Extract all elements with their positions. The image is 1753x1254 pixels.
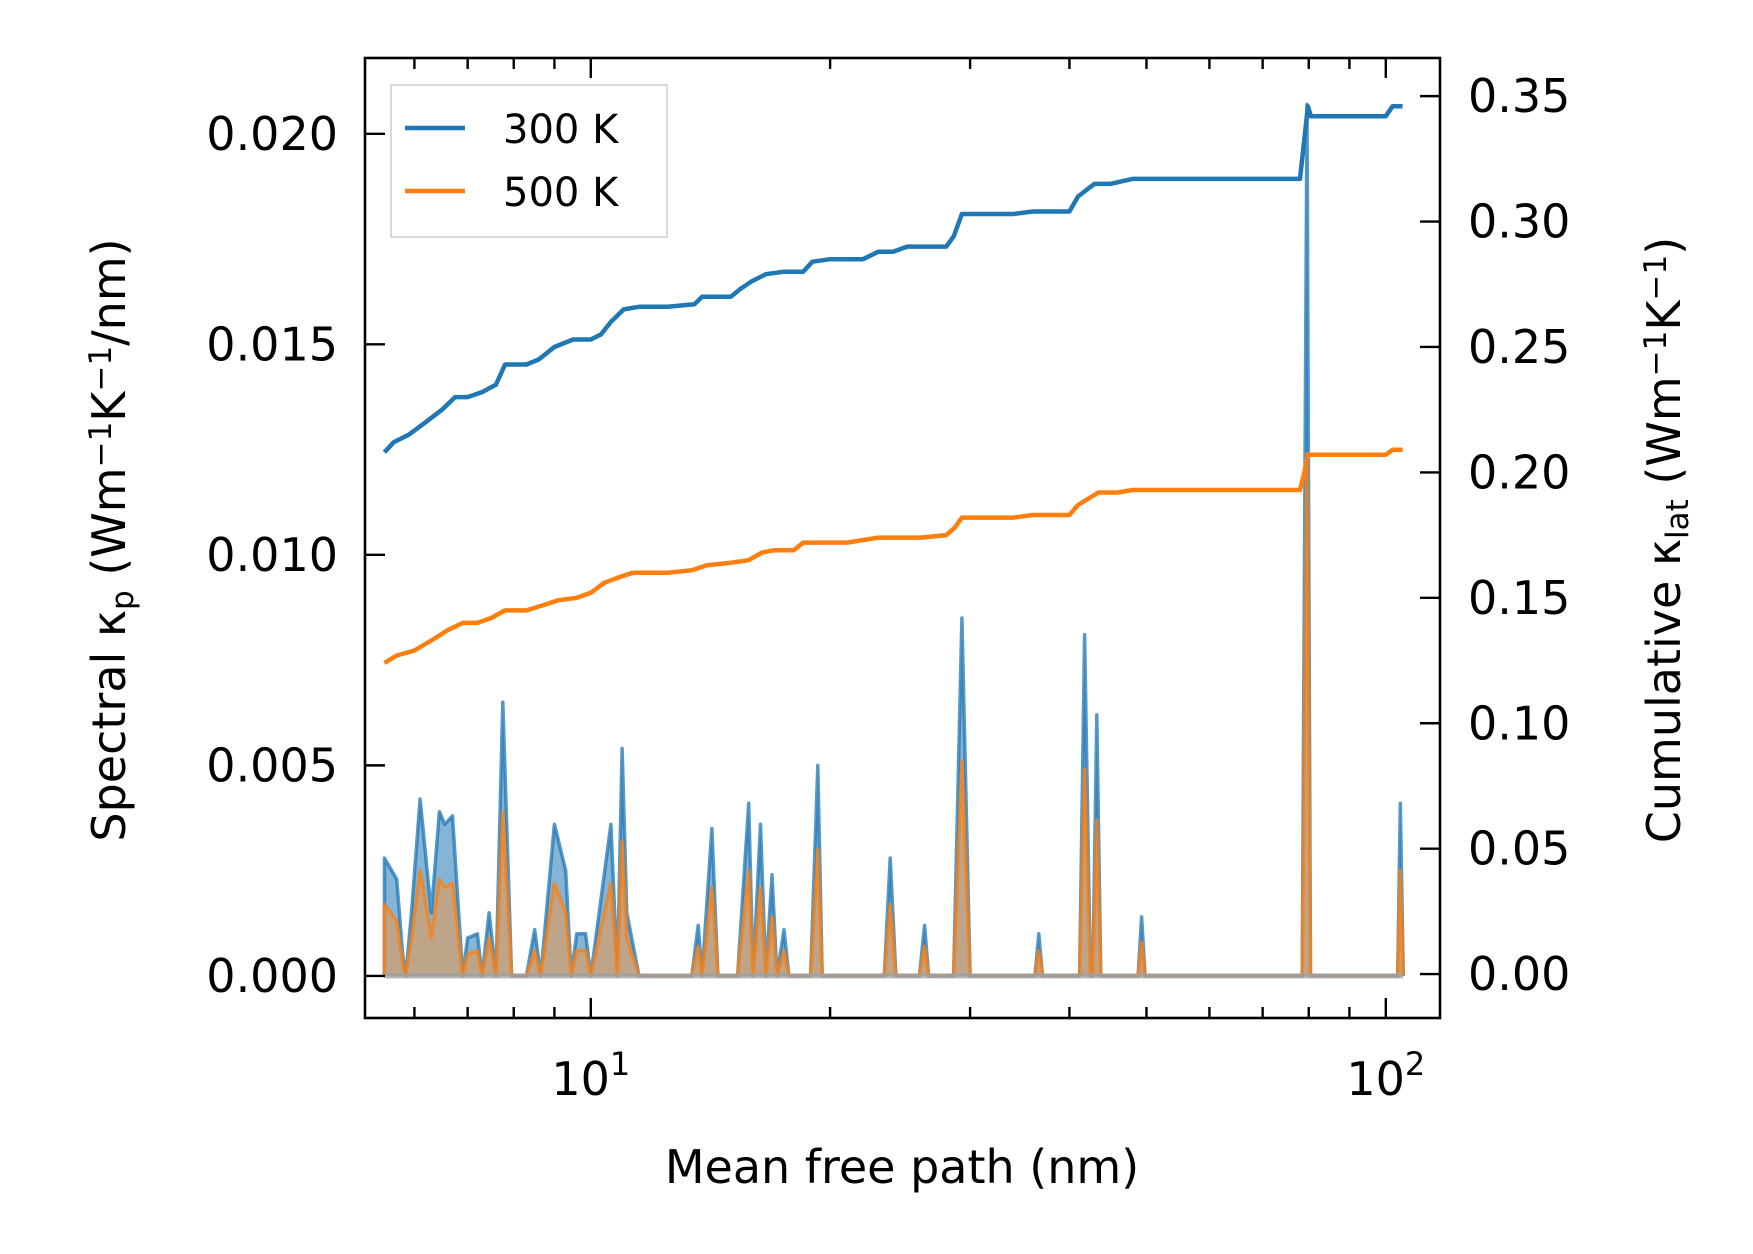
right-y-tick-label: 0.10: [1468, 696, 1570, 750]
right-y-tick-label: 0.30: [1468, 195, 1570, 249]
left-y-tick-label: 0.010: [206, 528, 338, 582]
legend-label-500k: 500 K: [503, 170, 620, 216]
right-y-tick-label: 0.00: [1468, 947, 1570, 1001]
plot-area: [382, 102, 1406, 979]
x-axis-label: Mean free path (nm): [665, 1140, 1139, 1194]
right-y-axis-label: Cumulative κlat (Wm−1K−1): [1637, 237, 1696, 843]
right-y-tick-label: 0.15: [1468, 571, 1570, 625]
legend-label-300k: 300 K: [503, 107, 620, 153]
x-tick-label: 101: [551, 1045, 630, 1106]
right-y-tick-label: 0.35: [1468, 69, 1570, 123]
legend: 300 K 500 K: [390, 84, 668, 238]
x-tick-label: 102: [1346, 1045, 1425, 1106]
legend-box: [390, 84, 668, 238]
left-y-axis-label: Spectral κp (Wm−1K−1/nm): [82, 238, 141, 841]
cumulative-line-500k: [383, 447, 1403, 665]
left-y-tick-label: 0.000: [206, 949, 338, 1003]
left-y-tick-label: 0.015: [206, 317, 338, 371]
axis-tick-labels: 101 102 0.000 0.005 0.010 0.015 0.020 0.00 0.05 0…: [206, 69, 1570, 1106]
axes-frame: [363, 56, 1442, 1020]
left-y-tick-label: 0.005: [206, 738, 338, 792]
left-y-tick-label: 0.020: [206, 107, 338, 161]
axis-ticks: [365, 58, 1440, 1018]
right-y-tick-label: 0.25: [1468, 320, 1570, 374]
right-y-tick-label: 0.05: [1468, 822, 1570, 876]
cumulative-line-300k: [382, 103, 1403, 454]
right-y-tick-label: 0.20: [1468, 445, 1570, 499]
